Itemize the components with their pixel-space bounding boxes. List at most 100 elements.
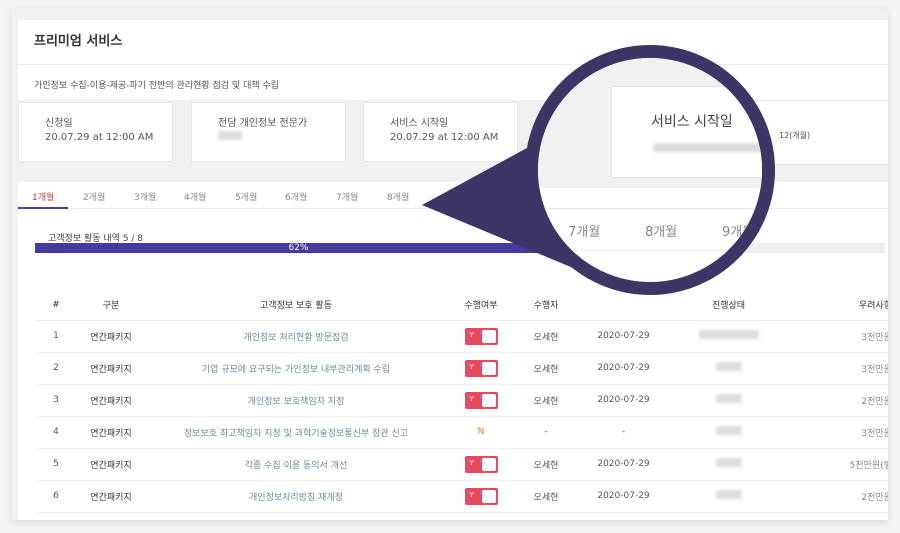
tab-2[interactable]: 2개월 bbox=[83, 193, 106, 203]
table-row: 2 연간패키지 기업 규모에 요구되는 가인정보 내부관리계획 수립 Y 오세현… bbox=[36, 352, 888, 385]
done-toggle[interactable]: Y bbox=[464, 487, 498, 505]
row-number: 2 bbox=[36, 352, 76, 385]
row-done: Y bbox=[446, 480, 516, 513]
row-activity[interactable]: 개인정보 처리현황 방문점검 bbox=[146, 320, 446, 353]
row-status bbox=[671, 416, 786, 449]
row-performer: 오세현 bbox=[516, 352, 576, 385]
table-row: 7 연간패키지 (해당시) 가인정보 국외이전 동의서 N - - 2천만원 bbox=[36, 512, 888, 520]
row-performer: 오세현 bbox=[516, 480, 576, 513]
card-apply-date: 신청일 20.07.29 at 12:00 AM bbox=[18, 102, 173, 162]
toggle-label: Y bbox=[469, 458, 474, 467]
row-activity[interactable]: 각종 수집 이용 동의서 개선 bbox=[146, 448, 446, 481]
row-risk: 2천만원 bbox=[786, 480, 888, 513]
table-row: 4 연간패키지 정보보호 최고책임자 지정 및 과학기술정보통신부 장관 신고 … bbox=[36, 416, 888, 449]
row-performer: 오세현 bbox=[516, 384, 576, 417]
magnified-card-label: 서비스 시작일 bbox=[651, 114, 733, 130]
row-date: - bbox=[576, 512, 671, 520]
row-type: 연간패키지 bbox=[76, 416, 146, 449]
card-expert: 전담 개인정보 전문가 bbox=[191, 102, 346, 162]
row-number: 3 bbox=[36, 384, 76, 417]
row-type: 연간패키지 bbox=[76, 448, 146, 481]
done-toggle[interactable]: Y bbox=[464, 391, 498, 409]
row-activity[interactable]: 정보보호 최고책임자 지정 및 과학기술정보통신부 장관 신고 bbox=[146, 416, 446, 449]
row-performer: - bbox=[516, 416, 576, 449]
table-row: 6 연간패키지 개인정보처리방침 재개정 Y 오세현 2020-07-29 2천… bbox=[36, 480, 888, 513]
col-done: 수행여부 bbox=[446, 290, 516, 321]
row-done: N bbox=[446, 512, 516, 520]
progress-bar: 62% bbox=[35, 243, 885, 253]
row-date: 2020-07-29 bbox=[576, 448, 671, 481]
row-performer: 오세현 bbox=[516, 320, 576, 353]
row-done: Y bbox=[446, 384, 516, 417]
row-performer: - bbox=[516, 512, 576, 520]
blurred-status bbox=[715, 394, 742, 403]
magnified-tab-7: 7개월 bbox=[568, 225, 601, 240]
blurred-status bbox=[715, 362, 742, 371]
row-status bbox=[671, 384, 786, 417]
tab-3[interactable]: 3개월 bbox=[134, 193, 157, 203]
main-panel: 1개월 2개월 3개월 4개월 5개월 6개월 7개월 8개월 고객정보 활동 … bbox=[18, 182, 888, 520]
table-row: 5 연간패키지 각종 수집 이용 동의서 개선 Y 오세현 2020-07-29… bbox=[36, 448, 888, 481]
card-label: 서비스 시작일 bbox=[390, 118, 449, 129]
card-value: 20.07.29 at 12:00 AM bbox=[390, 132, 499, 143]
row-status bbox=[671, 320, 786, 353]
activity-table: # 구분 고객정보 보호 활동 수행여부 수행자 진행상태 우려사항 1 연간패… bbox=[36, 290, 888, 520]
tab-8[interactable]: 8개월 bbox=[387, 193, 410, 203]
row-activity[interactable]: (해당시) 가인정보 국외이전 동의서 bbox=[146, 512, 446, 520]
card-suffix: 12(개월) bbox=[779, 131, 811, 140]
row-status bbox=[671, 352, 786, 385]
tab-1[interactable]: 1개월 bbox=[32, 193, 55, 203]
row-risk: 3천만원 bbox=[786, 320, 888, 353]
blurred-status bbox=[698, 330, 759, 339]
progress-fill: 62% bbox=[35, 243, 562, 253]
row-status bbox=[671, 448, 786, 481]
row-activity[interactable]: 개인정보 보호책임자 지정 bbox=[146, 384, 446, 417]
table-row: 3 연간패키지 개인정보 보호책임자 지정 Y 오세현 2020-07-29 2… bbox=[36, 384, 888, 417]
row-date: 2020-07-29 bbox=[576, 480, 671, 513]
row-type: 연간패키지 bbox=[76, 320, 146, 353]
page-subtitle: 가인정보 수집-이용-제공-파기 전반의 관리현황 점검 및 대책 수립 bbox=[34, 81, 280, 91]
row-activity[interactable]: 개인정보처리방침 재개정 bbox=[146, 480, 446, 513]
blurred-status bbox=[715, 490, 742, 499]
row-date: 2020-07-29 bbox=[576, 384, 671, 417]
done-no: N bbox=[477, 427, 485, 437]
row-type: 연간패키지 bbox=[76, 480, 146, 513]
toggle-label: Y bbox=[469, 330, 474, 339]
row-risk: 3천만원 bbox=[786, 416, 888, 449]
row-type: 연간패키지 bbox=[76, 512, 146, 520]
row-done: Y bbox=[446, 320, 516, 353]
row-number: 1 bbox=[36, 320, 76, 353]
toggle-label: Y bbox=[469, 362, 474, 371]
done-toggle[interactable]: Y bbox=[464, 359, 498, 377]
progress-label: 고객정보 활동 내역 5 / 8 bbox=[48, 234, 144, 244]
row-risk: 2천만원 bbox=[786, 512, 888, 520]
toggle-label: Y bbox=[469, 394, 474, 403]
tab-4[interactable]: 4개월 bbox=[184, 193, 207, 203]
row-number: 5 bbox=[36, 448, 76, 481]
done-toggle[interactable]: Y bbox=[464, 455, 498, 473]
row-date: - bbox=[576, 416, 671, 449]
row-done: N bbox=[446, 416, 516, 449]
col-performer: 수행자 bbox=[516, 290, 576, 321]
row-done: Y bbox=[446, 352, 516, 385]
row-date: 2020-07-29 bbox=[576, 320, 671, 353]
page-title: 프리미엄 서비스 bbox=[34, 34, 123, 49]
card-label: 신청일 bbox=[45, 118, 73, 129]
magnifier: 서비스 시작일 7개월 8개월 9개월 bbox=[525, 45, 775, 295]
card-label: 전담 개인정보 전문가 bbox=[218, 118, 308, 129]
tab-6[interactable]: 6개월 bbox=[285, 193, 308, 203]
col-number: # bbox=[36, 290, 76, 321]
row-activity[interactable]: 기업 규모에 요구되는 가인정보 내부관리계획 수립 bbox=[146, 352, 446, 385]
tab-7[interactable]: 7개월 bbox=[336, 193, 359, 203]
row-number: 6 bbox=[36, 480, 76, 513]
magnified-tab-9: 9개월 bbox=[722, 225, 755, 240]
row-risk: 5천만원(벌 bbox=[786, 448, 888, 481]
done-toggle[interactable]: Y bbox=[464, 327, 498, 345]
tab-5[interactable]: 5개월 bbox=[235, 193, 258, 203]
card-value: 20.07.29 at 12:00 AM bbox=[45, 132, 154, 143]
table-row: 1 연간패키지 개인정보 처리현황 방문점검 Y 오세현 2020-07-29 … bbox=[36, 320, 888, 353]
col-status: 진행상태 bbox=[671, 290, 786, 321]
table-header: # 구분 고객정보 보호 활동 수행여부 수행자 진행상태 우려사항 bbox=[36, 290, 888, 321]
row-performer: 오세현 bbox=[516, 448, 576, 481]
